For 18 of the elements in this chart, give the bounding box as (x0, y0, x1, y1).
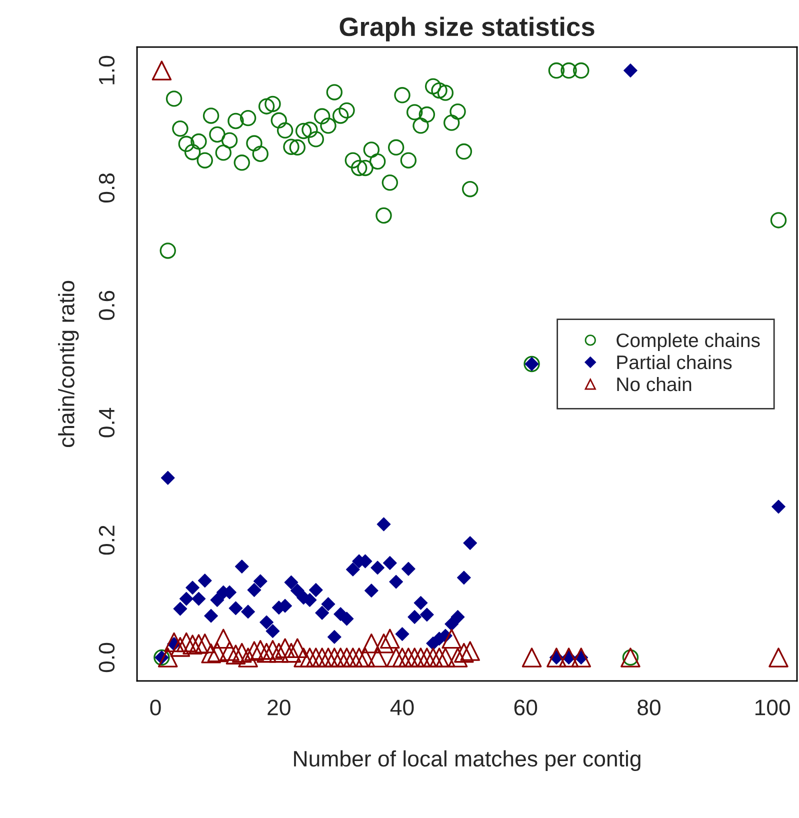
x-tick-label: 20 (268, 700, 290, 716)
y-tick-label: 0.2 (98, 526, 115, 555)
y-tick-label: 1.0 (98, 56, 115, 84)
legend-label: No chain (617, 376, 692, 392)
y-axis-title: chain/contig ratio (58, 280, 79, 448)
x-tick-label: 80 (638, 700, 660, 716)
y-tick-label: 0.0 (98, 642, 115, 672)
y-tick-label: 0.8 (98, 173, 115, 202)
chart-title: Graph size statistics (340, 16, 594, 42)
y-tick-label: 0.4 (98, 408, 115, 438)
legend-label: Complete chains (616, 332, 760, 352)
y-tick-label: 0.6 (98, 290, 115, 320)
legend-label: Partial chains (617, 354, 732, 370)
x-axis-title: Number of local matches per contig (294, 750, 640, 772)
x-tick-label: 40 (390, 700, 414, 716)
x-tick-label: 0 (150, 700, 161, 716)
x-tick-label: 100 (755, 700, 790, 716)
x-tick-label: 60 (514, 700, 538, 716)
